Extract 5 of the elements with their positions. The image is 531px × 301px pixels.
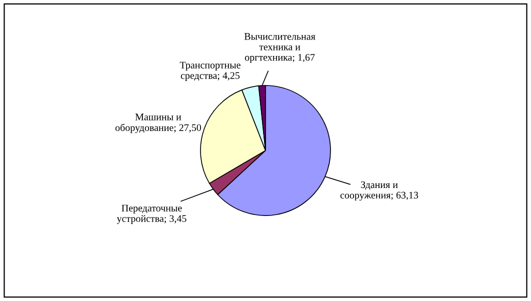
slice-label: Машины и оборудование; 27,50 xyxy=(115,114,202,134)
slice-label: Транспортные средства; 4,25 xyxy=(180,62,240,81)
slice-label: Вычислительная техника и оргтехника; 1,67 xyxy=(244,33,316,63)
slice-label: Передаточные устройства; 3,45 xyxy=(116,204,186,224)
slice-label: Здания и сооружения; 63,13 xyxy=(340,181,418,201)
